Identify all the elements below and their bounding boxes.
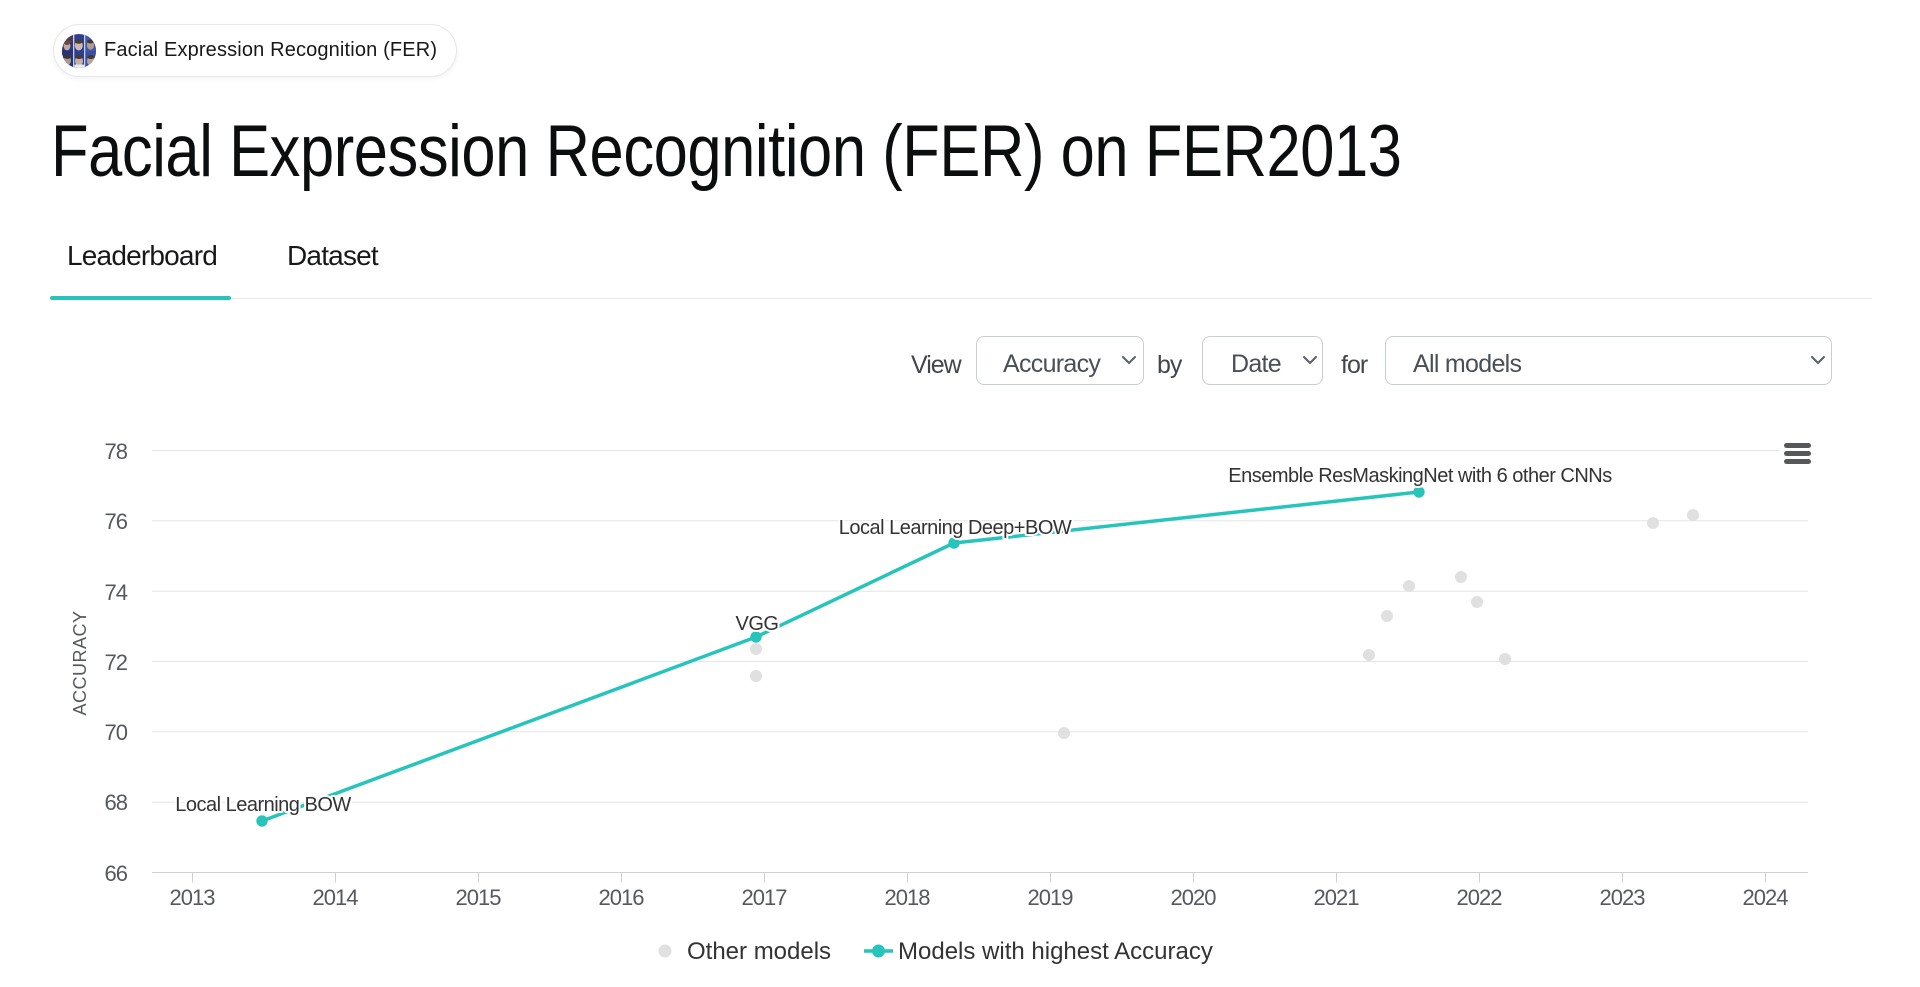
svg-text:2014: 2014 xyxy=(313,885,359,910)
svg-text:2017: 2017 xyxy=(742,885,788,910)
svg-text:ACCURACY: ACCURACY xyxy=(70,610,90,715)
svg-text:68: 68 xyxy=(105,790,128,815)
svg-text:2022: 2022 xyxy=(1457,885,1503,910)
svg-text:2021: 2021 xyxy=(1314,885,1360,910)
svg-text:74: 74 xyxy=(105,580,128,605)
svg-text:66: 66 xyxy=(105,861,128,886)
svg-text:VGG: VGG xyxy=(736,613,779,635)
svg-text:Local Learning BOW: Local Learning BOW xyxy=(175,794,351,816)
svg-text:2013: 2013 xyxy=(170,885,216,910)
svg-text:2020: 2020 xyxy=(1171,885,1217,910)
svg-text:70: 70 xyxy=(105,720,128,745)
svg-text:72: 72 xyxy=(105,650,128,675)
svg-text:Ensemble ResMaskingNet with 6: Ensemble ResMaskingNet with 6 other CNNs xyxy=(1228,465,1612,487)
svg-text:2024: 2024 xyxy=(1743,885,1789,910)
svg-text:Other models: Other models xyxy=(687,938,831,965)
svg-text:2023: 2023 xyxy=(1600,885,1646,910)
svg-text:2015: 2015 xyxy=(456,885,502,910)
svg-text:2016: 2016 xyxy=(599,885,645,910)
svg-text:2019: 2019 xyxy=(1028,885,1074,910)
svg-text:78: 78 xyxy=(105,439,128,464)
svg-text:2018: 2018 xyxy=(885,885,931,910)
svg-text:Models with highest Accuracy: Models with highest Accuracy xyxy=(898,938,1213,965)
svg-text:Local Learning Deep+BOW: Local Learning Deep+BOW xyxy=(839,517,1072,539)
svg-text:76: 76 xyxy=(105,509,128,534)
